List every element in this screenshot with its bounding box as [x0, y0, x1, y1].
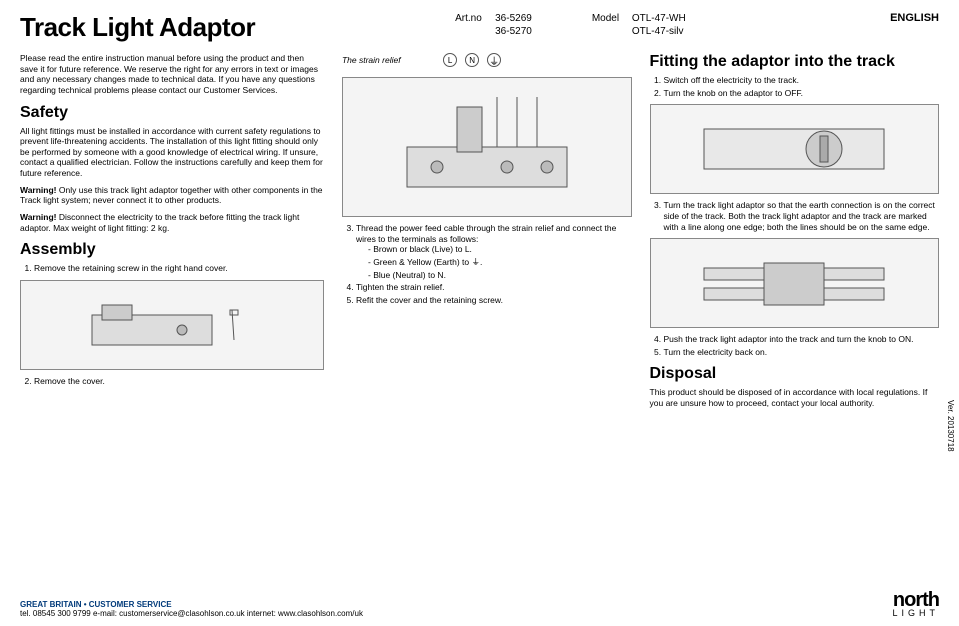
fitting-step-1: Switch off the electricity to the track. [664, 75, 940, 86]
assembly-step-1: Remove the retaining screw in the right … [34, 263, 324, 274]
assembly-list-1: Remove the retaining screw in the right … [20, 263, 324, 274]
model-block: ModelOTL-47-WH OTL-47-silv [592, 12, 686, 38]
disposal-text: This product should be disposed of in ac… [650, 387, 940, 408]
page-title: Track Light Adaptor [20, 12, 255, 43]
fitting-step-4: Push the track light adaptor into the tr… [664, 334, 940, 345]
artno-1: 36-5269 [495, 13, 532, 24]
logo-bottom: LIGHT [892, 608, 939, 618]
footer-left: GREAT BRITAIN • CUSTOMER SERVICE tel. 08… [20, 600, 363, 618]
safety-heading: Safety [20, 104, 324, 122]
column-2: The strain relief L N ⏚ Thread the power… [342, 53, 632, 415]
diagram-adaptor-screw [20, 280, 324, 370]
terminal-l: L [443, 53, 457, 67]
diagram-track [650, 238, 940, 328]
diagram-knob [650, 104, 940, 194]
footer-contact: tel. 08545 300 9799 e-mail: customerserv… [20, 609, 363, 618]
fitting-step-5: Turn the electricity back on. [664, 347, 940, 358]
fitting-list-a: Switch off the electricity to the track.… [650, 75, 940, 98]
strain-relief-caption: The strain relief [342, 55, 401, 66]
assembly-list-2: Remove the cover. [20, 376, 324, 387]
header: Track Light Adaptor Art.no36-5269 36-527… [20, 12, 939, 43]
footer-country: GREAT BRITAIN • CUSTOMER SERVICE [20, 600, 363, 609]
fitting-list-c: Push the track light adaptor into the tr… [650, 334, 940, 357]
assembly-list-3: Thread the power feed cable through the … [342, 223, 632, 305]
warning-text-1: Only use this track light adaptor togeth… [20, 185, 323, 206]
assembly-step-4: Tighten the strain relief. [356, 282, 632, 293]
warning-label-2: Warning! [20, 212, 57, 222]
artno-block: Art.no36-5269 36-5270 [455, 12, 532, 38]
wire-3: Blue (Neutral) to N. [368, 270, 632, 281]
safety-p1: All light fittings must be installed in … [20, 126, 324, 179]
safety-warning-1: Warning! Only use this track light adapt… [20, 185, 324, 206]
wire-list: Brown or black (Live) to L. Green & Yell… [356, 244, 632, 280]
model-2: OTL-47-silv [632, 26, 684, 37]
artno-2: 36-5270 [495, 26, 532, 37]
fitting-list-b: Turn the track light adaptor so that the… [650, 200, 940, 232]
diagram-wiring [342, 77, 632, 217]
terminal-labels: L N ⏚ [443, 53, 501, 67]
warning-text-2: Disconnect the electricity to the track … [20, 212, 299, 233]
terminal-n: N [465, 53, 479, 67]
disposal-heading: Disposal [650, 365, 940, 383]
wire-1: Brown or black (Live) to L. [368, 244, 632, 255]
terminal-ground-icon: ⏚ [487, 53, 501, 67]
brand-logo: north LIGHT [892, 589, 939, 618]
safety-warning-2: Warning! Disconnect the electricity to t… [20, 212, 324, 233]
footer: GREAT BRITAIN • CUSTOMER SERVICE tel. 08… [20, 589, 939, 618]
fitting-step-3: Turn the track light adaptor so that the… [664, 200, 940, 232]
model-label: Model [592, 12, 632, 25]
artno-label: Art.no [455, 12, 495, 25]
assembly-step-5: Refit the cover and the retaining screw. [356, 295, 632, 306]
content-columns: Please read the entire instruction manua… [20, 53, 939, 415]
step3-lead: Thread the power feed cable through the … [356, 223, 616, 244]
column-1: Please read the entire instruction manua… [20, 53, 324, 415]
warning-label-1: Warning! [20, 185, 57, 195]
version-label: Ver. 20130718 [946, 400, 955, 452]
column-3: Fitting the adaptor into the track Switc… [650, 53, 940, 415]
fitting-step-2: Turn the knob on the adaptor to OFF. [664, 88, 940, 99]
assembly-step-2: Remove the cover. [34, 376, 324, 387]
assembly-heading: Assembly [20, 241, 324, 259]
model-1: OTL-47-WH [632, 13, 686, 24]
assembly-step-3: Thread the power feed cable through the … [356, 223, 632, 280]
language-label: ENGLISH [890, 12, 939, 24]
intro-text: Please read the entire instruction manua… [20, 53, 324, 96]
wire-2: Green & Yellow (Earth) to ⏚. [368, 257, 632, 268]
fitting-heading: Fitting the adaptor into the track [650, 53, 940, 71]
